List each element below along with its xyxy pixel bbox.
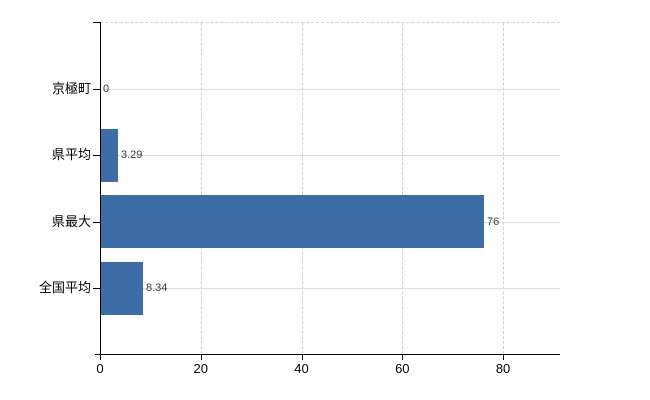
- category-label: 全国平均: [38, 280, 91, 295]
- x-tick-label: 40: [294, 361, 309, 376]
- value-label: 76: [487, 216, 500, 228]
- bar: [101, 195, 484, 248]
- x-tick-label: 80: [495, 361, 511, 376]
- gridline-horizontal: [101, 155, 560, 156]
- y-axis-line: [100, 22, 101, 355]
- gridline-vertical: [503, 23, 505, 354]
- gridline-vertical: [301, 23, 304, 354]
- category-label: 県平均: [51, 147, 91, 162]
- value-label: 3.29: [121, 149, 143, 161]
- plot-top-border: [100, 22, 560, 24]
- gridline-horizontal: [101, 288, 560, 289]
- x-tick-label: 0: [96, 361, 104, 376]
- x-axis-tick: [200, 355, 202, 360]
- bar: [101, 129, 118, 182]
- y-axis-tick: [93, 89, 100, 90]
- x-axis-line: [95, 354, 560, 355]
- category-label: 京極町: [51, 81, 91, 96]
- gridline-horizontal: [101, 89, 560, 90]
- y-axis-tick: [93, 288, 100, 289]
- x-tick-label: 20: [193, 361, 208, 376]
- bar: [101, 262, 143, 315]
- gridline-vertical: [200, 23, 203, 354]
- y-axis-top-tick: [93, 22, 100, 23]
- y-axis-tick: [93, 155, 100, 156]
- x-axis-tick: [503, 355, 505, 360]
- x-axis-tick: [301, 355, 303, 360]
- value-label: 8.34: [146, 282, 168, 294]
- category-label: 県最大: [51, 214, 91, 229]
- value-label: 0: [103, 83, 110, 95]
- y-axis-tick: [93, 222, 100, 223]
- gridline-vertical: [402, 23, 404, 354]
- x-tick-label: 60: [395, 361, 410, 376]
- x-axis-tick: [100, 355, 101, 360]
- x-axis-tick: [402, 355, 404, 360]
